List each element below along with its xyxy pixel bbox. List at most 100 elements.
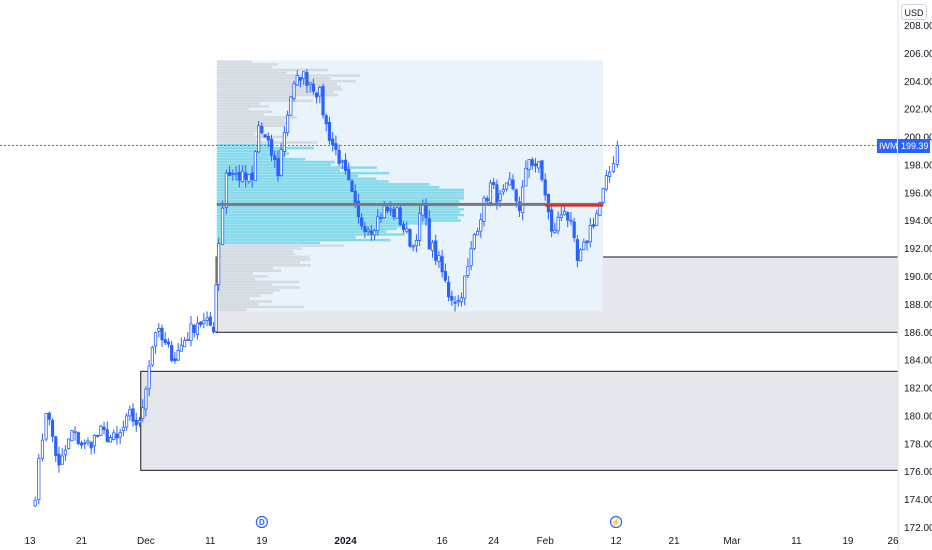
- candle-body: [469, 248, 473, 266]
- profile-row: [216, 275, 268, 278]
- candle-body: [446, 281, 451, 298]
- candle-body: [382, 205, 386, 219]
- profile-row: [216, 233, 406, 236]
- profile-row: [216, 127, 264, 130]
- candle-body: [298, 76, 303, 81]
- candle-body: [360, 217, 364, 227]
- candle-body: [295, 75, 299, 86]
- candle-body: [575, 239, 580, 261]
- time-tick-label: 2024: [334, 536, 357, 547]
- candle-body: [533, 163, 538, 167]
- candle-body: [37, 457, 41, 501]
- candle-body: [102, 426, 106, 431]
- profile-row: [216, 255, 310, 259]
- time-tick-label: Feb: [537, 536, 555, 547]
- candle-body: [189, 323, 193, 342]
- candle-body: [401, 223, 406, 231]
- candle-body: [217, 243, 221, 285]
- candle-body: [153, 332, 158, 347]
- candle-body: [582, 241, 586, 250]
- profile-row: [216, 230, 387, 233]
- candle-body: [57, 453, 61, 466]
- profile-row: [216, 99, 313, 102]
- candle-body: [456, 300, 460, 303]
- profile-row: [216, 91, 334, 94]
- price-tick-label: 180.00: [904, 411, 932, 422]
- profile-row: [216, 302, 259, 306]
- candle-body: [70, 430, 74, 442]
- profile-row: [216, 297, 250, 300]
- candle-body: [137, 420, 142, 424]
- profile-row: [216, 241, 321, 245]
- candle-body: [421, 204, 425, 216]
- profile-row: [216, 269, 282, 273]
- candle-body: [195, 322, 200, 335]
- candle-body: [40, 439, 45, 459]
- event-marker[interactable]: ⚡: [609, 515, 623, 529]
- profile-row: [216, 63, 278, 66]
- candle-body: [247, 174, 251, 182]
- profile-row: [216, 166, 377, 169]
- profile-row: [216, 308, 247, 312]
- candle-body: [240, 170, 245, 182]
- candle-body: [327, 121, 332, 141]
- candle-body: [553, 229, 557, 233]
- event-circle: [609, 515, 623, 529]
- time-tick-label: Mar: [723, 536, 741, 547]
- candle-body: [308, 82, 312, 85]
- profile-row: [216, 266, 274, 270]
- price-axis[interactable]: 208.00 206.00 204.00 202.00 200.00 198.00 196.…: [897, 0, 932, 550]
- profile-row: [216, 60, 252, 63]
- time-tick-label: 21: [76, 536, 88, 547]
- candle-body: [356, 200, 361, 218]
- candle-body: [163, 339, 167, 344]
- time-tick-label: 21: [668, 536, 680, 547]
- profile-row: [216, 163, 332, 167]
- candle-body: [472, 234, 476, 249]
- candle-body: [443, 271, 447, 281]
- candle-body: [125, 415, 129, 428]
- candle-body: [244, 172, 248, 180]
- candle-body: [572, 221, 576, 238]
- price-tick-label: 204.00: [904, 77, 932, 88]
- candle-body: [220, 207, 225, 246]
- event-markers[interactable]: D ⚡: [255, 515, 623, 529]
- candle-body: [269, 138, 274, 156]
- candle-body: [131, 408, 135, 422]
- profile-row: [216, 300, 273, 303]
- candle-body: [89, 442, 93, 449]
- price-tick-label: 194.00: [904, 216, 932, 227]
- candle-body: [311, 83, 315, 92]
- candle-body: [550, 209, 554, 232]
- candle-body: [579, 249, 583, 262]
- zone-1: [140, 370, 899, 471]
- currency-label[interactable]: USD: [901, 4, 927, 20]
- candle-body: [214, 284, 218, 332]
- candle-body: [540, 160, 544, 180]
- candle-body: [450, 295, 454, 301]
- profile-row: [216, 277, 256, 281]
- candle-body: [611, 163, 616, 172]
- candle-body: [182, 340, 187, 348]
- candle-body: [331, 138, 335, 146]
- candle-body: [569, 219, 573, 222]
- candle-body: [202, 320, 206, 325]
- candle-body: [521, 186, 525, 214]
- candle-body: [257, 125, 261, 153]
- event-marker[interactable]: D: [255, 515, 268, 529]
- price-tick-label: 174.00: [904, 495, 932, 506]
- profile-row: [216, 263, 311, 267]
- candle-body: [353, 190, 357, 204]
- candle-body: [263, 134, 267, 138]
- candle-body: [585, 240, 589, 244]
- event-label: ⚡: [611, 517, 621, 527]
- candle-body: [363, 225, 367, 233]
- candle-body: [179, 344, 183, 352]
- profile-row: [216, 236, 356, 239]
- candle-body: [475, 230, 480, 236]
- reference-lines: [0, 145, 898, 207]
- candle-body: [273, 155, 277, 161]
- time-axis[interactable]: 13 21 Dec 11 19 2024 16 24 Feb 12 21 Mar 11 19 26: [24, 536, 899, 547]
- profile-row: [216, 194, 465, 197]
